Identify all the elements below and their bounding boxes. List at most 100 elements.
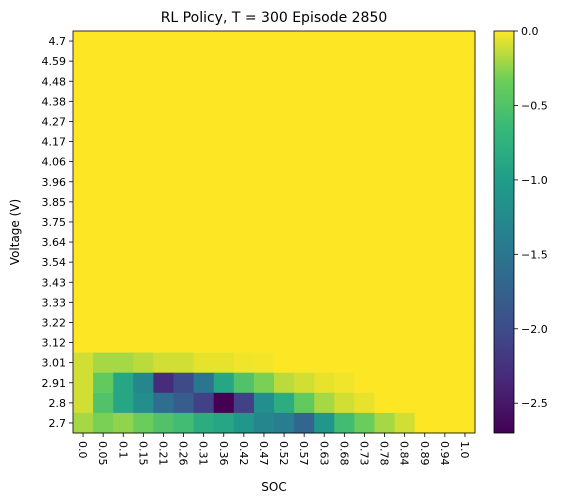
heatmap-cell — [253, 71, 275, 92]
heatmap-cell — [113, 372, 134, 394]
heatmap-cell — [354, 412, 375, 434]
heatmap-cell — [274, 131, 295, 153]
heatmap-cell — [153, 71, 174, 92]
heatmap-cell — [93, 252, 114, 273]
heatmap-cell — [233, 352, 255, 374]
heatmap-cell — [314, 372, 335, 394]
heatmap-cell — [233, 211, 255, 233]
heatmap-cell — [93, 51, 114, 72]
heatmap-cell — [113, 31, 134, 52]
heatmap-cell — [334, 292, 355, 313]
heatmap-cell — [133, 171, 154, 193]
y-tick-label: 3.22 — [42, 316, 67, 329]
x-tick-label: 0.57 — [297, 441, 310, 466]
x-axis-label: SOC — [261, 480, 286, 494]
heatmap-cell — [73, 292, 94, 313]
heatmap-cell — [334, 332, 355, 354]
x-tick-label: 0.36 — [217, 441, 230, 466]
heatmap-cell — [314, 151, 335, 173]
heatmap-cell — [133, 312, 154, 333]
heatmap-cell — [454, 232, 476, 253]
heatmap-cell — [354, 91, 375, 112]
y-tick-label: 4.38 — [42, 95, 67, 108]
heatmap-cell — [354, 372, 375, 394]
y-tick-label: 4.27 — [42, 115, 67, 128]
heatmap-cell — [213, 352, 235, 374]
heatmap-cell — [414, 252, 436, 273]
heatmap-cell — [434, 412, 456, 434]
heatmap-cell — [314, 171, 335, 193]
heatmap-cell — [414, 232, 436, 253]
heatmap-cell — [434, 312, 456, 333]
heatmap-cell — [294, 71, 315, 92]
heatmap-cell — [153, 111, 174, 132]
heatmap-cell — [93, 372, 114, 394]
heatmap-cell — [434, 71, 456, 92]
heatmap-cell — [414, 51, 436, 72]
heatmap-cell — [133, 71, 154, 92]
heatmap-cell — [334, 272, 355, 293]
heatmap-cell — [73, 312, 94, 333]
heatmap-cell — [253, 151, 275, 173]
heatmap-cell — [314, 412, 335, 434]
heatmap-cell — [73, 91, 94, 112]
heatmap-cell — [113, 71, 134, 92]
x-tick-label: 0.84 — [398, 441, 411, 466]
heatmap-cell — [133, 352, 154, 374]
heatmap-cell — [253, 292, 275, 313]
heatmap-cell — [434, 91, 456, 112]
heatmap-cell — [253, 232, 275, 253]
heatmap-cell — [334, 372, 355, 394]
heatmap-cell — [294, 372, 315, 394]
heatmap-cell — [414, 131, 436, 153]
heatmap-cell — [253, 51, 275, 72]
heatmap-cell — [113, 332, 134, 354]
heatmap-cell — [113, 91, 134, 112]
heatmap-cell — [193, 372, 215, 394]
heatmap-cell — [173, 372, 195, 394]
heatmap-cell — [193, 51, 215, 72]
heatmap-cell — [414, 171, 436, 193]
heatmap-cell — [133, 252, 154, 273]
heatmap-cell — [193, 272, 215, 293]
heatmap-cell — [73, 51, 94, 72]
heatmap-cell — [213, 392, 235, 414]
y-tick-label: 3.85 — [42, 196, 67, 209]
heatmap-cell — [133, 372, 154, 394]
heatmap-cell — [294, 91, 315, 112]
heatmap-cell — [354, 71, 375, 92]
x-tick-label: 0.05 — [96, 441, 109, 466]
heatmap-cell — [394, 352, 416, 374]
heatmap-cell — [173, 51, 195, 72]
heatmap-cell — [93, 412, 114, 434]
heatmap-cell — [113, 151, 134, 173]
x-tick-label: 0.15 — [136, 441, 149, 466]
heatmap-cell — [253, 191, 275, 213]
heatmap-cell — [374, 392, 396, 414]
y-tick-label: 2.91 — [42, 377, 67, 390]
heatmap-cell — [374, 352, 396, 374]
heatmap-cell — [374, 131, 396, 153]
heatmap-cell — [454, 111, 476, 132]
heatmap-cell — [193, 252, 215, 273]
heatmap-cell — [394, 71, 416, 92]
colorbar-tick-label: 0.0 — [521, 25, 539, 38]
heatmap-cell — [113, 111, 134, 132]
heatmap-cell — [213, 332, 235, 354]
heatmap-cell — [93, 131, 114, 153]
heatmap-cell — [153, 272, 174, 293]
heatmap-cell — [394, 31, 416, 52]
heatmap-cell — [213, 91, 235, 112]
heatmap-cell — [133, 412, 154, 434]
heatmap-cell — [93, 312, 114, 333]
heatmap-cell — [274, 91, 295, 112]
heatmap-cell — [193, 131, 215, 153]
heatmap-cell — [213, 372, 235, 394]
heatmap-cell — [374, 31, 396, 52]
heatmap-cell — [454, 131, 476, 153]
heatmap-cell — [454, 272, 476, 293]
heatmap-cell — [374, 151, 396, 173]
heatmap-cell — [454, 91, 476, 112]
heatmap-cell — [274, 51, 295, 72]
heatmap-cell — [173, 211, 195, 233]
